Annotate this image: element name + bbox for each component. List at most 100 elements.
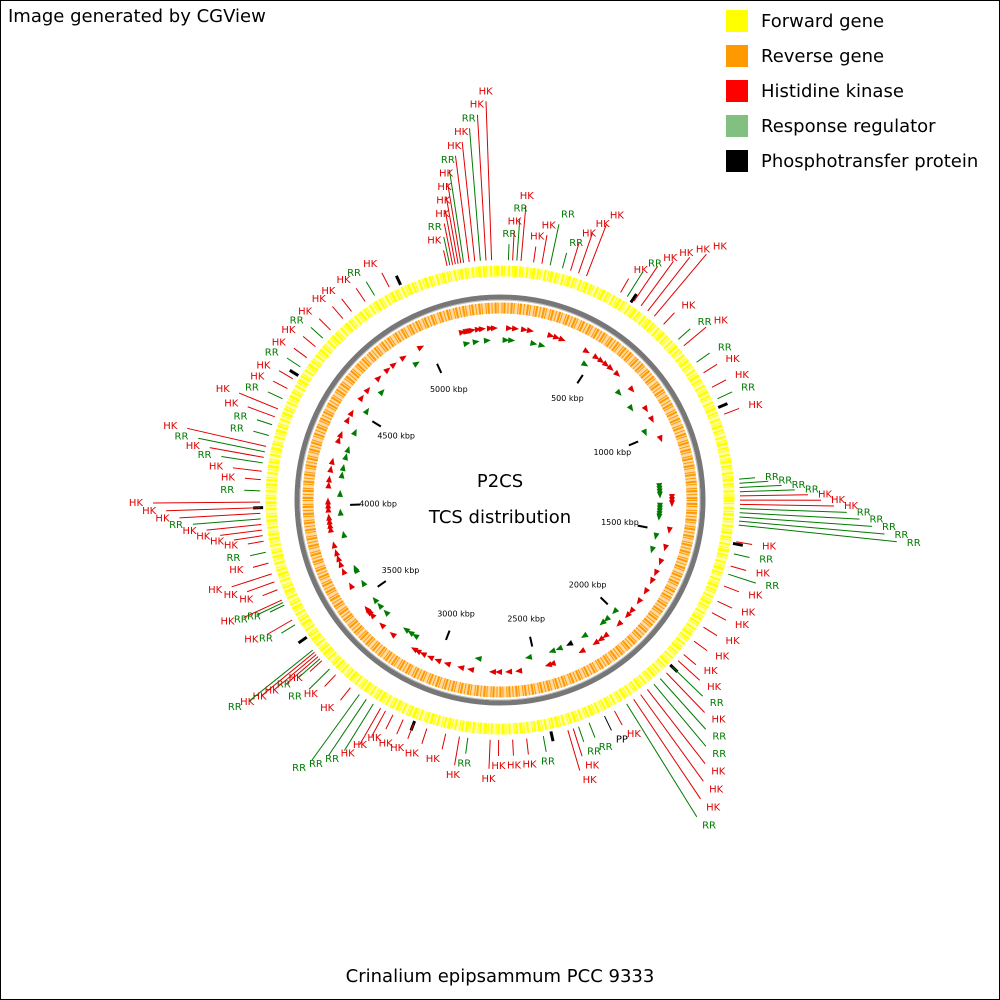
feature-marker <box>601 360 610 367</box>
feature-label: HK <box>129 498 144 509</box>
feature-marker <box>641 428 647 437</box>
feature-label: HK <box>508 216 523 227</box>
feature-label: RR <box>288 691 302 702</box>
feature-line <box>465 737 469 754</box>
feature-label: HK <box>298 307 313 318</box>
feature-line <box>443 250 448 267</box>
feature-marker <box>658 557 665 566</box>
feature-line <box>633 699 701 800</box>
feature-marker <box>515 667 523 674</box>
feature-label: HK <box>272 337 287 348</box>
feature-line <box>243 599 283 619</box>
feature-line <box>512 739 514 756</box>
feature-label: RR <box>648 259 662 270</box>
feature-label: HK <box>221 472 236 483</box>
feature-line <box>541 235 548 264</box>
feature-label: HK <box>436 195 451 206</box>
feature-line <box>252 562 269 568</box>
feature-marker <box>377 389 385 397</box>
feature-label: HK <box>712 715 727 726</box>
feature-label: HK <box>229 565 244 576</box>
feature-marker <box>494 669 503 676</box>
inner-tick <box>529 636 534 647</box>
feature-label: HK <box>367 733 382 744</box>
feature-line <box>448 169 465 263</box>
tick-label: 1500 kbp <box>601 518 639 527</box>
feature-marker <box>457 665 465 672</box>
inner-tick <box>576 374 584 384</box>
feature-line <box>520 206 527 261</box>
feature-line <box>310 327 324 339</box>
feature-marker <box>544 661 553 668</box>
feature-line <box>516 218 521 261</box>
feature-label: RR <box>234 412 248 423</box>
feature-line <box>262 589 278 597</box>
feature-marker <box>537 341 546 348</box>
feature-label: HK <box>663 253 678 264</box>
feature-line <box>696 352 710 363</box>
feature-label: RR <box>441 155 455 166</box>
feature-marker <box>325 481 332 489</box>
feature-label: RR <box>325 754 339 765</box>
feature-line <box>454 736 460 766</box>
feature-line <box>626 703 698 818</box>
feature-marker <box>654 568 660 577</box>
feature-marker <box>656 491 663 499</box>
feature-marker <box>379 622 387 630</box>
feature-label: HK <box>312 294 327 305</box>
feature-line <box>246 581 275 593</box>
feature-marker <box>606 364 614 371</box>
feature-line <box>640 694 704 782</box>
feature-line <box>396 719 404 735</box>
feature-label: HK <box>250 372 265 383</box>
feature-line <box>717 600 733 609</box>
inner-tick <box>637 524 648 529</box>
feature-marker <box>650 545 656 554</box>
feature-line <box>683 654 697 666</box>
feature-label: RR <box>587 746 601 757</box>
feature-marker <box>426 655 435 662</box>
feature-line <box>286 357 301 368</box>
feature-marker <box>399 355 407 362</box>
feature-label: HK <box>363 259 378 270</box>
feature-label: HK <box>482 774 497 785</box>
feature-marker <box>334 436 341 445</box>
feature-label: RR <box>712 749 726 760</box>
feature-label: HK <box>831 495 846 506</box>
feature-label: HK <box>379 738 394 749</box>
feature-line <box>328 699 367 757</box>
feature-label: HK <box>726 636 741 647</box>
feature-label: HK <box>163 421 178 432</box>
feature-marker <box>389 362 397 370</box>
feature-marker <box>412 633 420 641</box>
feature-marker <box>520 326 529 333</box>
feature-marker <box>443 661 452 668</box>
feature-marker <box>462 341 471 348</box>
feature-marker <box>526 327 534 334</box>
feature-line <box>739 484 782 489</box>
legend-swatch <box>726 45 748 67</box>
feature-line <box>640 261 674 307</box>
feature-line <box>179 512 261 519</box>
feature-line <box>711 379 727 388</box>
feature-label: RR <box>599 742 613 753</box>
feature-label: HK <box>239 594 254 605</box>
feature-marker <box>383 367 391 375</box>
feature-label: HK <box>336 275 351 286</box>
feature-line <box>256 419 273 426</box>
legend-label: Response regulator <box>761 116 936 137</box>
feature-label: HK <box>706 802 721 813</box>
feature-marker <box>582 347 590 354</box>
center-title: P2CS <box>477 471 523 492</box>
feature-label: HK <box>627 729 642 740</box>
feature-line <box>542 735 547 752</box>
feature-label: HK <box>470 100 485 111</box>
feature-label: HK <box>704 666 719 677</box>
feature-marker <box>508 337 516 344</box>
feature-marker <box>546 331 555 338</box>
feature-label: HK <box>183 526 198 537</box>
feature-marker <box>548 647 557 654</box>
feature-label: HK <box>210 536 225 547</box>
feature-label: HK <box>520 191 535 202</box>
